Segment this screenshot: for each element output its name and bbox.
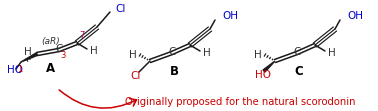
Text: H: H [24,47,32,57]
Text: H: H [254,50,262,60]
Text: (aR): (aR) [42,37,60,46]
Polygon shape [21,53,38,62]
Text: H: H [328,48,336,58]
Text: C: C [168,47,176,57]
Text: H: H [203,48,211,58]
Text: A: A [46,61,56,74]
Text: C: C [293,47,301,57]
Text: H: H [90,46,98,56]
Text: 3: 3 [60,51,66,59]
Text: 1: 1 [17,64,23,73]
Text: OH: OH [222,11,238,21]
Text: OH: OH [347,11,363,21]
Text: Cl: Cl [130,71,140,81]
Text: HO: HO [255,70,271,80]
FancyArrowPatch shape [59,90,136,108]
Text: B: B [169,64,178,77]
Text: H: H [129,50,137,60]
Text: Cl: Cl [115,4,125,14]
Polygon shape [263,61,275,72]
Text: C: C [55,44,63,54]
Text: Originally proposed for the natural scorodonin: Originally proposed for the natural scor… [125,97,355,107]
Text: 7: 7 [79,31,85,40]
Text: C: C [294,64,304,77]
Text: HO: HO [7,65,23,75]
